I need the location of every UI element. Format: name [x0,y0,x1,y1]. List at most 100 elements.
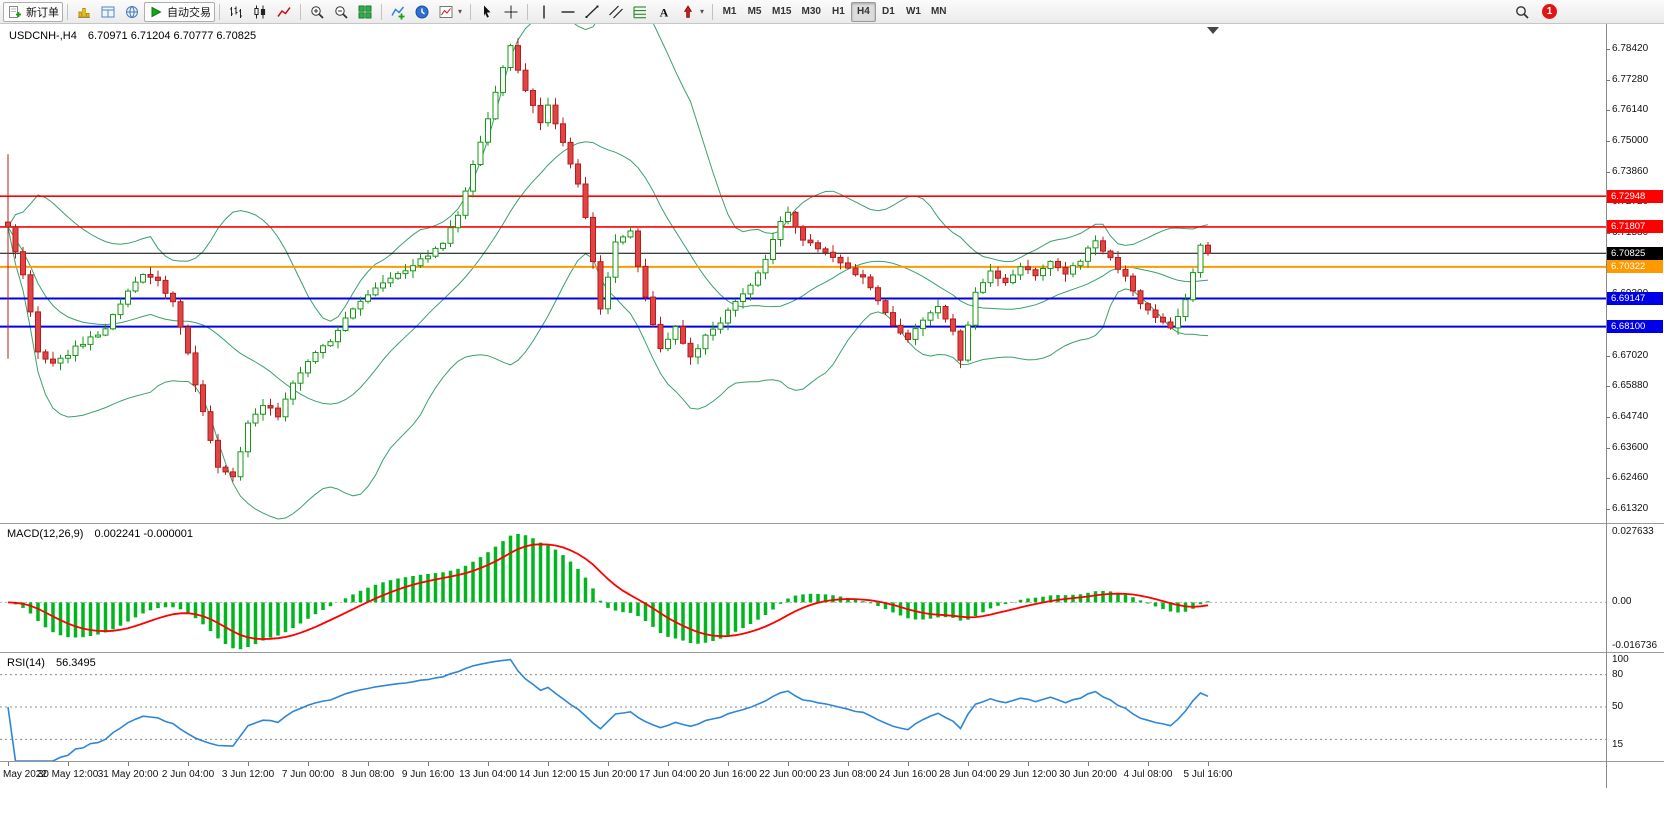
chart-shift-marker [1207,27,1219,34]
price-axis-tick [1606,110,1610,111]
time-axis-tick [608,762,609,766]
new-order-button[interactable]: 新订单 [3,1,63,22]
timeframe-m15[interactable]: M15 [772,6,792,17]
indicators-button[interactable] [386,2,410,22]
timeframe-h4[interactable]: H4 [850,1,876,22]
price-level-badge: 6.70825 [1607,247,1663,260]
time-axis-tick [488,762,489,766]
channel-icon [609,5,623,18]
auto-trading-button-label: 自动交易 [167,6,211,19]
search-button[interactable] [1510,2,1534,22]
time-axis-tick [1088,762,1089,766]
trendline-button[interactable] [580,2,604,22]
line-chart-button[interactable] [272,2,296,22]
panel-divider-macd[interactable] [0,523,1664,524]
macd-axis-label: -0.016736 [1612,640,1658,651]
zoom-out-button[interactable] [329,2,353,22]
vertical-line-button[interactable] [532,2,556,22]
rsi-value: 56.3495 [55,657,96,669]
time-axis-tick [668,762,669,766]
zoom-in-button[interactable] [305,2,329,22]
toolbar-separator [300,3,301,20]
time-tick-label: 30 May 12:00 [37,769,99,780]
price-level-badge: 6.68100 [1607,320,1663,333]
chevron-down-icon: ▾ [458,7,463,16]
time-tick-label: 8 Jun 08:00 [341,769,395,780]
timeframe-w1[interactable]: W1 [905,6,921,17]
tile-windows-icon [358,5,372,18]
text-button[interactable]: A [652,2,676,22]
shapes-button[interactable]: ▾ [676,2,708,22]
time-tick-label: 15 Jun 20:00 [579,769,637,780]
crosshair-button[interactable] [499,2,523,22]
market-watch-button[interactable] [72,2,96,22]
time-tick-label: 28 Jun 04:00 [939,769,997,780]
time-tick-label: 30 Jun 20:00 [1059,769,1117,780]
periods-button[interactable] [410,2,434,22]
rsi-axis-label: 100 [1612,654,1629,665]
timeframe-mn[interactable]: MN [930,6,947,17]
timeframe-m1[interactable]: M1 [722,6,737,17]
channel-button[interactable] [604,2,628,22]
time-tick-label: 31 May 20:00 [97,769,159,780]
time-tick-label: 29 Jun 12:00 [999,769,1057,780]
navigator-button[interactable] [120,2,144,22]
svg-text:A: A [660,5,669,19]
price-tick-label: 6.65880 [1612,380,1649,391]
timeframe-m30[interactable]: M30 [801,6,821,17]
candlestick-icon [254,5,266,18]
time-axis-tick [848,762,849,766]
clock-icon [415,5,429,18]
tile-windows-button[interactable] [353,2,377,22]
main-chart-canvas[interactable] [0,24,1664,523]
time-tick-label: 17 Jun 04:00 [639,769,697,780]
price-tick-label: 6.62460 [1612,472,1649,483]
price-axis-tick [1606,386,1610,387]
search-icon [1516,5,1529,19]
chart-ohlc-values: 6.70971 6.71204 6.70777 6.70825 [87,30,257,42]
time-tick-label: 5 Jul 16:00 [1183,769,1233,780]
timeframe-d1[interactable]: D1 [882,6,895,17]
new-order-icon [9,5,21,18]
panel-divider-rsi[interactable] [0,652,1664,653]
fibonacci-button[interactable] [628,2,652,22]
time-tick-label: 24 Jun 16:00 [879,769,937,780]
chart-title: USDCNH-,H4 6.70971 6.71204 6.70777 6.708… [9,30,256,42]
notification-badge[interactable]: 1 [1542,4,1557,19]
timeframe-m5[interactable]: M5 [747,6,762,17]
timeframe-h1[interactable]: H1 [832,6,845,17]
macd-panel-canvas[interactable] [0,524,1664,652]
data-window-icon [101,6,115,17]
toolbar-separator [381,3,382,20]
macd-axis-label: 0.00 [1612,596,1632,607]
rsi-axis-label: 80 [1612,669,1624,680]
price-axis-tick [1606,80,1610,81]
macd-axis-label: 0.027633 [1612,526,1654,537]
templates-button[interactable]: ▾ [434,2,466,22]
trendline-icon [585,5,599,18]
rsi-axis-label: 50 [1612,701,1624,712]
time-axis-tick [188,762,189,766]
data-window-button[interactable] [96,2,120,22]
auto-trading-button[interactable]: 自动交易 [144,1,215,22]
price-axis-tick [1606,356,1610,357]
time-tick-label: 9 Jun 16:00 [401,769,455,780]
price-axis-tick [1606,141,1610,142]
price-tick-label: 6.61320 [1612,503,1649,514]
price-level-badge: 6.72948 [1607,190,1663,203]
line-chart-icon [277,6,291,17]
horizontal-line-button[interactable] [556,2,580,22]
cursor-button[interactable] [475,2,499,22]
toolbar: 新订单 自动交易 ▾ A ▾ M1 M5 M15 M30 H1 H4 D1 W1 MN 1 [0,0,1664,24]
time-tick-label: 23 Jun 08:00 [819,769,877,780]
bar-chart-button[interactable] [224,2,248,22]
zoom-out-icon [335,5,348,19]
time-axis[interactable]: May 2022 30 May 12:00 31 May 20:00 2 Jun 04… [0,762,1664,788]
candlestick-chart-button[interactable] [248,2,272,22]
chevron-down-icon: ▾ [700,7,705,16]
text-icon: A [660,5,669,19]
price-axis[interactable]: 6.784206.772806.761406.750006.738606.727… [1606,24,1664,788]
time-axis-tick [368,762,369,766]
rsi-panel-canvas[interactable] [0,653,1664,761]
